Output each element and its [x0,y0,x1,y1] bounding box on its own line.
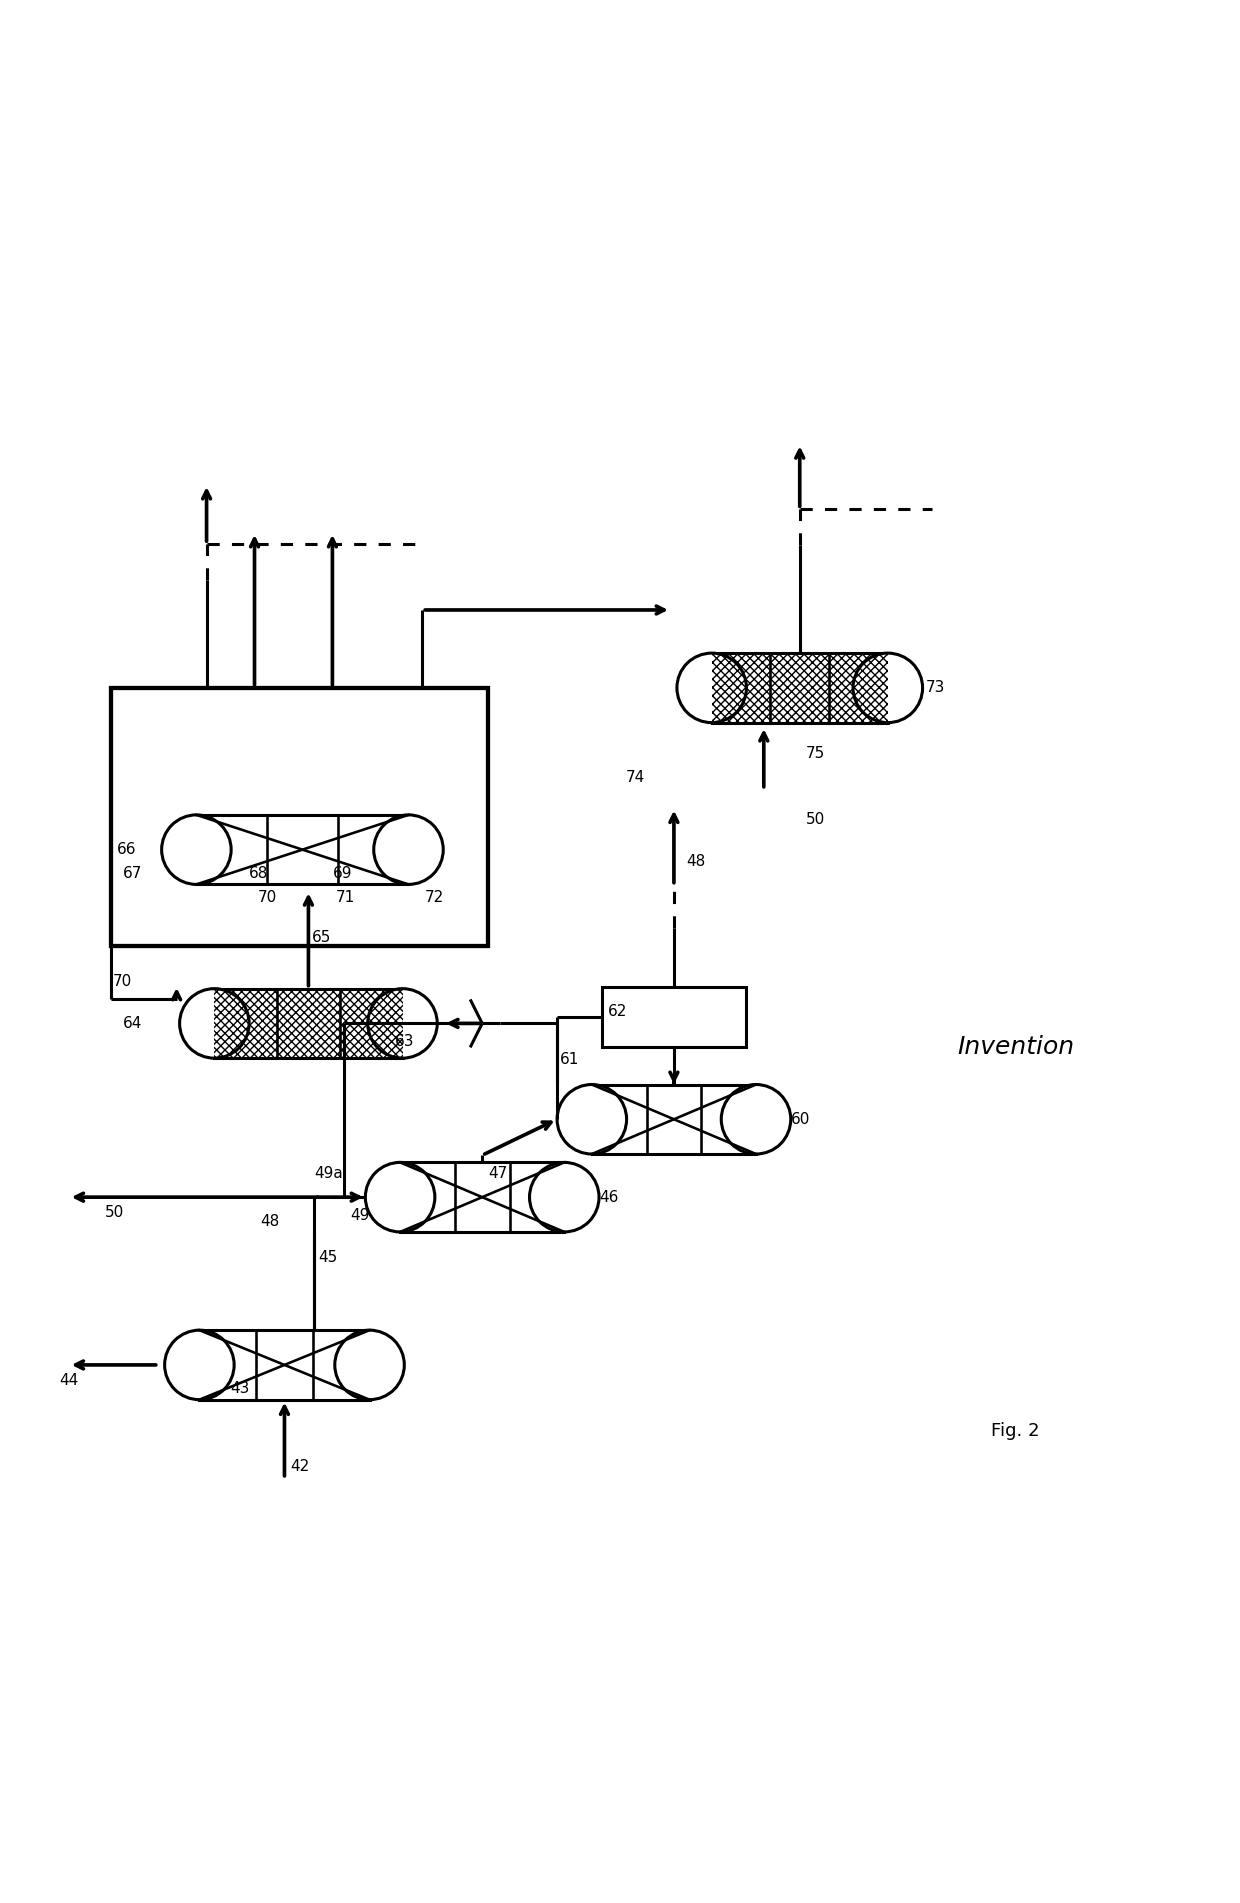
Text: 60: 60 [791,1111,811,1127]
Text: 49a: 49a [315,1167,343,1180]
Text: 62: 62 [608,1005,627,1018]
Bar [215,990,403,1058]
Text: 66: 66 [117,843,136,856]
Text: 43: 43 [231,1382,250,1397]
Text: Fig. 2: Fig. 2 [991,1422,1039,1441]
Circle shape [722,1085,791,1153]
Bar [110,687,489,946]
Bar [591,1085,756,1153]
Text: 63: 63 [394,1033,414,1049]
Text: 72: 72 [424,891,444,906]
Text: 65: 65 [312,931,331,944]
Text: 69: 69 [332,866,352,881]
Circle shape [373,814,443,885]
Text: Invention: Invention [957,1035,1074,1060]
Text: 42: 42 [290,1460,310,1475]
Text: 61: 61 [560,1052,579,1068]
Bar [603,988,745,1047]
Text: 67: 67 [123,866,143,881]
Bar [196,814,408,885]
Text: 44: 44 [60,1372,78,1387]
Circle shape [335,1330,404,1401]
Circle shape [368,990,438,1058]
Text: 68: 68 [248,866,268,881]
Text: 48: 48 [686,854,706,870]
Text: 73: 73 [925,681,945,695]
Bar [712,653,888,723]
Circle shape [557,1085,626,1153]
Bar [401,1163,564,1231]
Text: 71: 71 [336,891,355,906]
Circle shape [853,653,923,723]
Text: 50: 50 [104,1205,124,1220]
Circle shape [180,990,249,1058]
Text: 70: 70 [258,891,278,906]
Text: 45: 45 [317,1250,337,1265]
Text: 46: 46 [600,1189,619,1205]
Text: 49: 49 [351,1208,370,1222]
Circle shape [165,1330,234,1401]
Text: 47: 47 [489,1167,507,1180]
Text: 74: 74 [626,771,645,786]
Circle shape [366,1163,435,1231]
Text: 50: 50 [806,813,825,828]
Circle shape [677,653,746,723]
Bar [200,1330,370,1401]
Text: 70: 70 [113,974,133,990]
Text: 64: 64 [123,1016,143,1031]
Bar [712,653,888,723]
Circle shape [161,814,231,885]
Circle shape [529,1163,599,1231]
Text: 75: 75 [806,746,825,761]
Bar [215,990,403,1058]
Text: 48: 48 [260,1214,280,1229]
